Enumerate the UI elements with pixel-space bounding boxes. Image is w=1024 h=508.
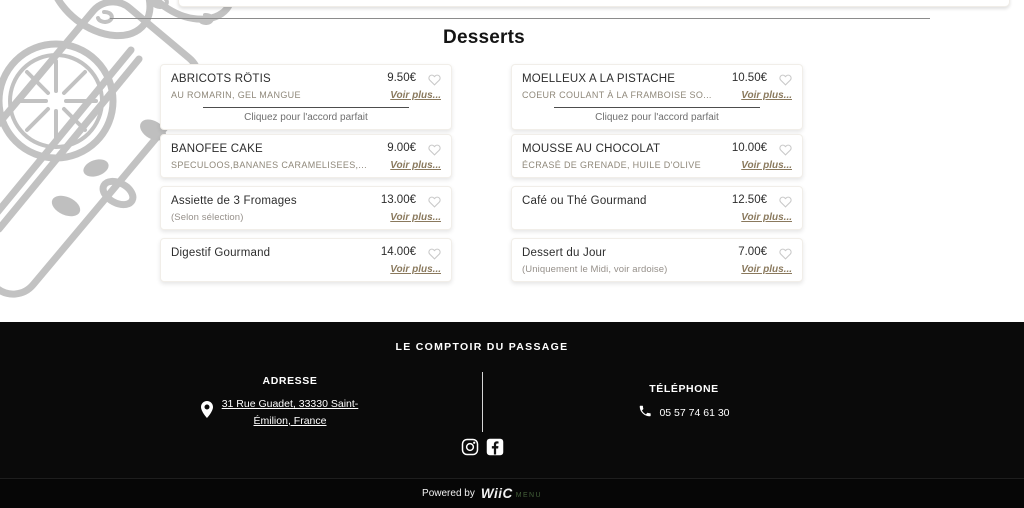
dish-name: Dessert du Jour <box>522 247 607 259</box>
dish-name: ABRICOTS RÔTIS <box>171 73 271 85</box>
footer-vertical-divider <box>482 372 483 432</box>
powered-by-text: Powered by <box>422 488 475 499</box>
favorite-heart-icon[interactable] <box>428 195 441 208</box>
menu-item-card[interactable]: BANOFEE CAKE 9.00€ SPECULOOS,BANANES CAR… <box>160 134 452 178</box>
previous-section-card-edge <box>178 0 1010 7</box>
phone-label: TÉLÉPHONE <box>649 383 719 395</box>
phone-icon <box>638 404 652 421</box>
dish-price: 13.00€ <box>380 194 416 206</box>
accord-parfait-button[interactable]: Cliquez pour l'accord parfait <box>203 107 409 123</box>
address-label: ADRESSE <box>262 375 318 387</box>
menu-item-card[interactable]: Digestif Gourmand 14.00€ Voir plus... <box>160 238 452 282</box>
dish-description: COEUR COULANT À LA FRAMBOISE SO... <box>522 90 712 101</box>
menu-item-card[interactable]: MOUSSE AU CHOCOLAT 10.00€ ÉCRASÉ DE GREN… <box>511 134 803 178</box>
menu-item-card[interactable]: Dessert du Jour 7.00€ (Uniquement le Mid… <box>511 238 803 282</box>
dish-price: 9.50€ <box>387 72 416 84</box>
dish-name: BANOFEE CAKE <box>171 143 263 155</box>
dish-price: 9.00€ <box>387 142 416 154</box>
menu-item-card[interactable]: Assiette de 3 Fromages 13.00€ (Selon sél… <box>160 186 452 230</box>
page-footer: LE COMPTOIR DU PASSAGE ADRESSE 31 Rue Gu… <box>0 322 1024 478</box>
menu-item-card[interactable]: MOELLEUX A LA PISTACHE 10.50€ COEUR COUL… <box>511 64 803 130</box>
dish-name: Digestif Gourmand <box>171 247 271 259</box>
address-block: ADRESSE 31 Rue Guadet, 33330 Saint- Émil… <box>201 375 373 430</box>
dish-description: AU ROMARIN, GEL MANGUE <box>171 90 301 101</box>
address-line1: 31 Rue Guadet, 33330 Saint- <box>221 398 359 410</box>
favorite-heart-icon[interactable] <box>779 195 792 208</box>
voir-plus-link[interactable]: Voir plus... <box>741 264 792 276</box>
address-link[interactable]: 31 Rue Guadet, 33330 Saint- Émilion, Fra… <box>201 396 373 430</box>
instagram-icon[interactable] <box>461 438 479 456</box>
page-title: Desserts <box>443 27 525 48</box>
food-sketch-illustration <box>0 0 236 298</box>
restaurant-name: LE COMPTOIR DU PASSAGE <box>395 341 569 353</box>
dish-description: (Uniquement le Midi, voir ardoise) <box>522 264 668 276</box>
accord-parfait-button[interactable]: Cliquez pour l'accord parfait <box>554 107 760 123</box>
social-icons <box>0 438 964 456</box>
powered-by: Powered by WiiC MENU <box>0 479 964 508</box>
section-divider-line <box>110 18 930 19</box>
voir-plus-link[interactable]: Voir plus... <box>741 160 792 172</box>
dish-description: ÉCRASÉ DE GRENADE, HUILE D'OLIVE <box>522 160 701 171</box>
voir-plus-link[interactable]: Voir plus... <box>390 160 441 172</box>
voir-plus-link[interactable]: Voir plus... <box>741 212 792 224</box>
menu-item-card[interactable]: Café ou Thé Gourmand 12.50€ Voir plus... <box>511 186 803 230</box>
facebook-icon[interactable] <box>486 438 504 456</box>
favorite-heart-icon[interactable] <box>428 143 441 156</box>
favorite-heart-icon[interactable] <box>779 247 792 260</box>
menu-item-card[interactable]: ABRICOTS RÔTIS 9.50€ AU ROMARIN, GEL MAN… <box>160 64 452 130</box>
dish-name: MOUSSE AU CHOCOLAT <box>522 143 661 155</box>
dish-price: 10.50€ <box>731 72 767 84</box>
dish-description: (Selon sélection) <box>171 212 244 224</box>
voir-plus-link[interactable]: Voir plus... <box>390 90 441 102</box>
address-line2: Émilion, France <box>253 414 327 427</box>
dish-price: 10.00€ <box>731 142 767 154</box>
voir-plus-link[interactable]: Voir plus... <box>390 212 441 224</box>
phone-number[interactable]: 05 57 74 61 30 <box>659 406 730 419</box>
favorite-heart-icon[interactable] <box>428 247 441 260</box>
location-pin-icon <box>201 401 213 424</box>
favorite-heart-icon[interactable] <box>428 73 441 86</box>
dish-price: 14.00€ <box>380 246 416 258</box>
voir-plus-link[interactable]: Voir plus... <box>390 264 441 276</box>
voir-plus-link[interactable]: Voir plus... <box>741 90 792 102</box>
favorite-heart-icon[interactable] <box>779 73 792 86</box>
dish-name: Assiette de 3 Fromages <box>171 195 297 207</box>
phone-block: TÉLÉPHONE 05 57 74 61 30 <box>604 383 764 421</box>
dish-price: 7.00€ <box>738 246 767 258</box>
favorite-heart-icon[interactable] <box>779 143 792 156</box>
powered-strip <box>0 478 1024 508</box>
dish-price: 12.50€ <box>731 194 767 206</box>
wiic-logo-suffix: MENU <box>515 492 542 499</box>
dish-description: SPECULOOS,BANANES CARAMELISEES,... <box>171 160 367 171</box>
dish-name: MOELLEUX A LA PISTACHE <box>522 73 676 85</box>
dish-name: Café ou Thé Gourmand <box>522 195 647 207</box>
wiic-logo[interactable]: WiiC <box>480 486 513 501</box>
